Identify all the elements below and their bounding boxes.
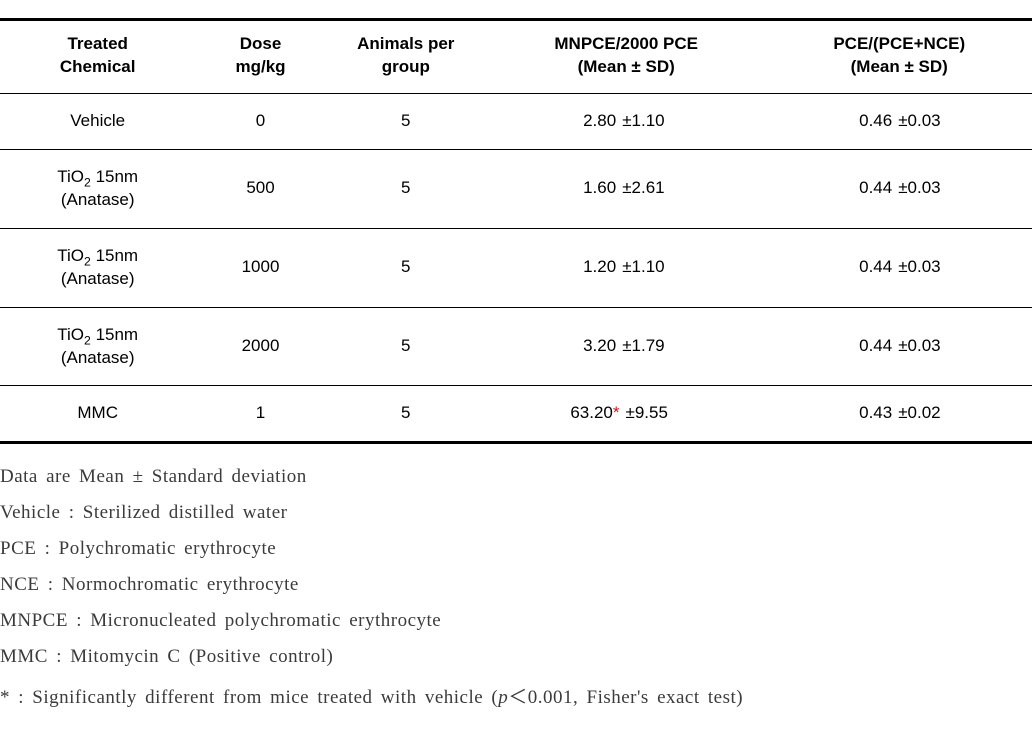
cell-pceratio: 0.43 ±0.02 bbox=[766, 386, 1032, 443]
cell-dose: 0 bbox=[195, 93, 325, 149]
footnote-line: MMC : Mitomycin C (Positive control) bbox=[0, 646, 1032, 668]
footnote-line: Vehicle : Sterilized distilled water bbox=[0, 502, 1032, 524]
pceratio-sd: ±0.03 bbox=[898, 335, 946, 358]
col-header-mnpce: MNPCE/2000 PCE (Mean ± SD) bbox=[486, 20, 767, 94]
cell-chemical: TiO2 15nm(Anatase) bbox=[0, 149, 195, 228]
col-header-dose-l1: Dose bbox=[240, 34, 282, 53]
footnote-significance: * : Significantly different from mice tr… bbox=[0, 682, 1032, 709]
mnpce-mean: 3.20 bbox=[568, 335, 616, 358]
table-body: Vehicle052.80±1.100.46±0.03TiO2 15nm(Ana… bbox=[0, 93, 1032, 443]
cell-dose: 2000 bbox=[195, 307, 325, 386]
cell-pceratio: 0.44 ±0.03 bbox=[766, 228, 1032, 307]
pceratio-mean: 0.46 bbox=[852, 110, 892, 133]
mnpce-sd: ±9.55 bbox=[626, 402, 688, 425]
col-header-dose-l2: mg/kg bbox=[235, 57, 285, 76]
pceratio-mean: 0.43 bbox=[852, 402, 892, 425]
significance-star-icon: * bbox=[613, 403, 620, 422]
cell-chemical: MMC bbox=[0, 386, 195, 443]
col-header-pceratio-l2: (Mean ± SD) bbox=[851, 57, 948, 76]
footnote-line: NCE : Normochromatic erythrocyte bbox=[0, 574, 1032, 596]
col-header-animals: Animals per group bbox=[326, 20, 486, 94]
cell-dose: 1000 bbox=[195, 228, 325, 307]
cell-pceratio: 0.44 ±0.03 bbox=[766, 149, 1032, 228]
table-row: MMC15 63.20* ±9.55 0.43 ±0.02 bbox=[0, 386, 1032, 443]
cell-chemical: Vehicle bbox=[0, 93, 195, 149]
cell-animals: 5 bbox=[326, 307, 486, 386]
table-row: TiO2 15nm(Anatase)5005 1.60 ±2.61 0.44 ±0.03 bbox=[0, 149, 1032, 228]
cell-animals: 5 bbox=[326, 93, 486, 149]
pceratio-sd: ±0.02 bbox=[898, 402, 946, 425]
col-header-dose: Dose mg/kg bbox=[195, 20, 325, 94]
footnote-line: Data are Mean ± Standard deviation bbox=[0, 466, 1032, 488]
cell-pceratio: 0.46 ±0.03 bbox=[766, 93, 1032, 149]
col-header-chemical-l1: Treated bbox=[67, 34, 127, 53]
col-header-pceratio-l1: PCE/(PCE+NCE) bbox=[833, 34, 965, 53]
mnpce-mean: 2.80 bbox=[568, 110, 616, 133]
pceratio-sd: ±0.03 bbox=[898, 256, 946, 279]
table-row: TiO2 15nm(Anatase)20005 3.20 ±1.79 0.44 ±0.0… bbox=[0, 307, 1032, 386]
cell-chemical: TiO2 15nm(Anatase) bbox=[0, 307, 195, 386]
mnpce-sd: ±1.79 bbox=[622, 335, 684, 358]
col-header-pceratio: PCE/(PCE+NCE) (Mean ± SD) bbox=[766, 20, 1032, 94]
col-header-animals-l2: group bbox=[382, 57, 430, 76]
cell-mnpce: 2.80 ±1.10 bbox=[486, 93, 767, 149]
pceratio-mean: 0.44 bbox=[852, 177, 892, 200]
table-header: Treated Chemical Dose mg/kg Animals per … bbox=[0, 20, 1032, 94]
cell-animals: 5 bbox=[326, 386, 486, 443]
table-row: TiO2 15nm(Anatase)10005 1.20 ±1.10 0.44 ±0.0… bbox=[0, 228, 1032, 307]
mnpce-mean: 1.20 bbox=[568, 256, 616, 279]
cell-dose: 1 bbox=[195, 386, 325, 443]
mnpce-sd: ±2.61 bbox=[622, 177, 684, 200]
col-header-chemical: Treated Chemical bbox=[0, 20, 195, 94]
page-root: Treated Chemical Dose mg/kg Animals per … bbox=[0, 0, 1032, 741]
cell-animals: 5 bbox=[326, 149, 486, 228]
cell-mnpce: 1.20 ±1.10 bbox=[486, 228, 767, 307]
pceratio-sd: ±0.03 bbox=[898, 110, 946, 133]
mnpce-sd: ±1.10 bbox=[622, 256, 684, 279]
mnpce-sd: ±1.10 bbox=[622, 110, 684, 133]
cell-dose: 500 bbox=[195, 149, 325, 228]
col-header-animals-l1: Animals per bbox=[357, 34, 454, 53]
footnote-line: MNPCE : Micronucleated polychromatic ery… bbox=[0, 610, 1032, 632]
results-table: Treated Chemical Dose mg/kg Animals per … bbox=[0, 18, 1032, 444]
col-header-mnpce-l2: (Mean ± SD) bbox=[578, 57, 675, 76]
cell-pceratio: 0.44 ±0.03 bbox=[766, 307, 1032, 386]
cell-mnpce: 1.60 ±2.61 bbox=[486, 149, 767, 228]
mnpce-mean: 63.20 bbox=[565, 402, 613, 425]
mnpce-mean: 1.60 bbox=[568, 177, 616, 200]
pceratio-mean: 0.44 bbox=[852, 335, 892, 358]
col-header-mnpce-l1: MNPCE/2000 PCE bbox=[554, 34, 698, 53]
footnote-line: PCE : Polychromatic erythrocyte bbox=[0, 538, 1032, 560]
cell-mnpce: 63.20* ±9.55 bbox=[486, 386, 767, 443]
footnotes: Data are Mean ± Standard deviation Vehic… bbox=[0, 466, 1032, 709]
table-row: Vehicle05 2.80 ±1.10 0.46 ±0.03 bbox=[0, 93, 1032, 149]
cell-chemical: TiO2 15nm(Anatase) bbox=[0, 228, 195, 307]
col-header-chemical-l2: Chemical bbox=[60, 57, 136, 76]
cell-animals: 5 bbox=[326, 228, 486, 307]
cell-mnpce: 3.20 ±1.79 bbox=[486, 307, 767, 386]
pceratio-sd: ±0.03 bbox=[898, 177, 946, 200]
pceratio-mean: 0.44 bbox=[852, 256, 892, 279]
